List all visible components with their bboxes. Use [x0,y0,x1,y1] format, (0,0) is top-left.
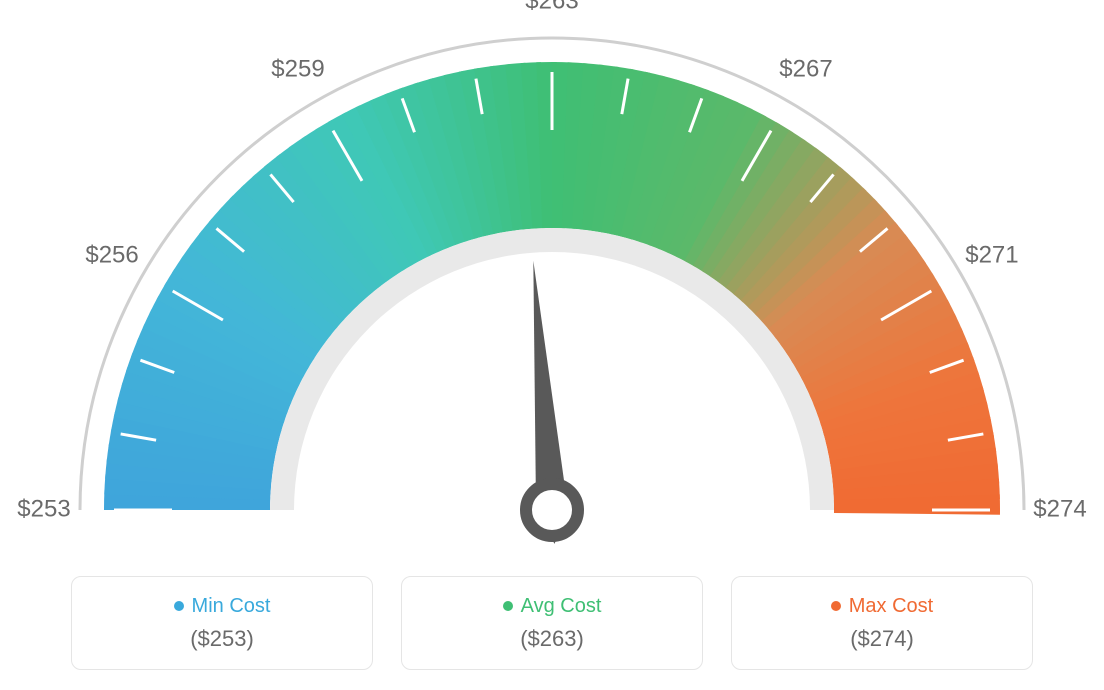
svg-text:$271: $271 [965,241,1018,268]
legend-card-max: Max Cost ($274) [731,576,1033,670]
gauge-svg: $253 $256 $259 $263 $267 $271 $274 [0,0,1104,560]
legend-row: Min Cost ($253) Avg Cost ($263) Max Cost… [0,576,1104,670]
svg-text:$259: $259 [271,55,324,82]
legend-avg-top: Avg Cost [503,595,602,618]
legend-min-dot [174,601,184,611]
legend-max-value: ($274) [850,626,914,652]
legend-card-min: Min Cost ($253) [71,576,373,670]
svg-text:$274: $274 [1033,495,1086,522]
svg-text:$263: $263 [525,0,578,14]
legend-card-avg: Avg Cost ($263) [401,576,703,670]
svg-text:$267: $267 [779,55,832,82]
legend-max-top: Max Cost [831,595,933,618]
legend-min-top: Min Cost [174,595,271,618]
legend-max-dot [831,601,841,611]
svg-text:$253: $253 [17,495,70,522]
svg-text:$256: $256 [85,241,138,268]
legend-min-label: Min Cost [192,595,271,618]
legend-avg-value: ($263) [520,626,584,652]
cost-gauge-chart: $253 $256 $259 $263 $267 $271 $274 Min Cost ($… [0,0,1104,690]
legend-avg-dot [503,601,513,611]
legend-avg-label: Avg Cost [521,595,602,618]
legend-min-value: ($253) [190,626,254,652]
legend-max-label: Max Cost [849,595,933,618]
gauge-area: $253 $256 $259 $263 $267 $271 $274 [0,0,1104,560]
